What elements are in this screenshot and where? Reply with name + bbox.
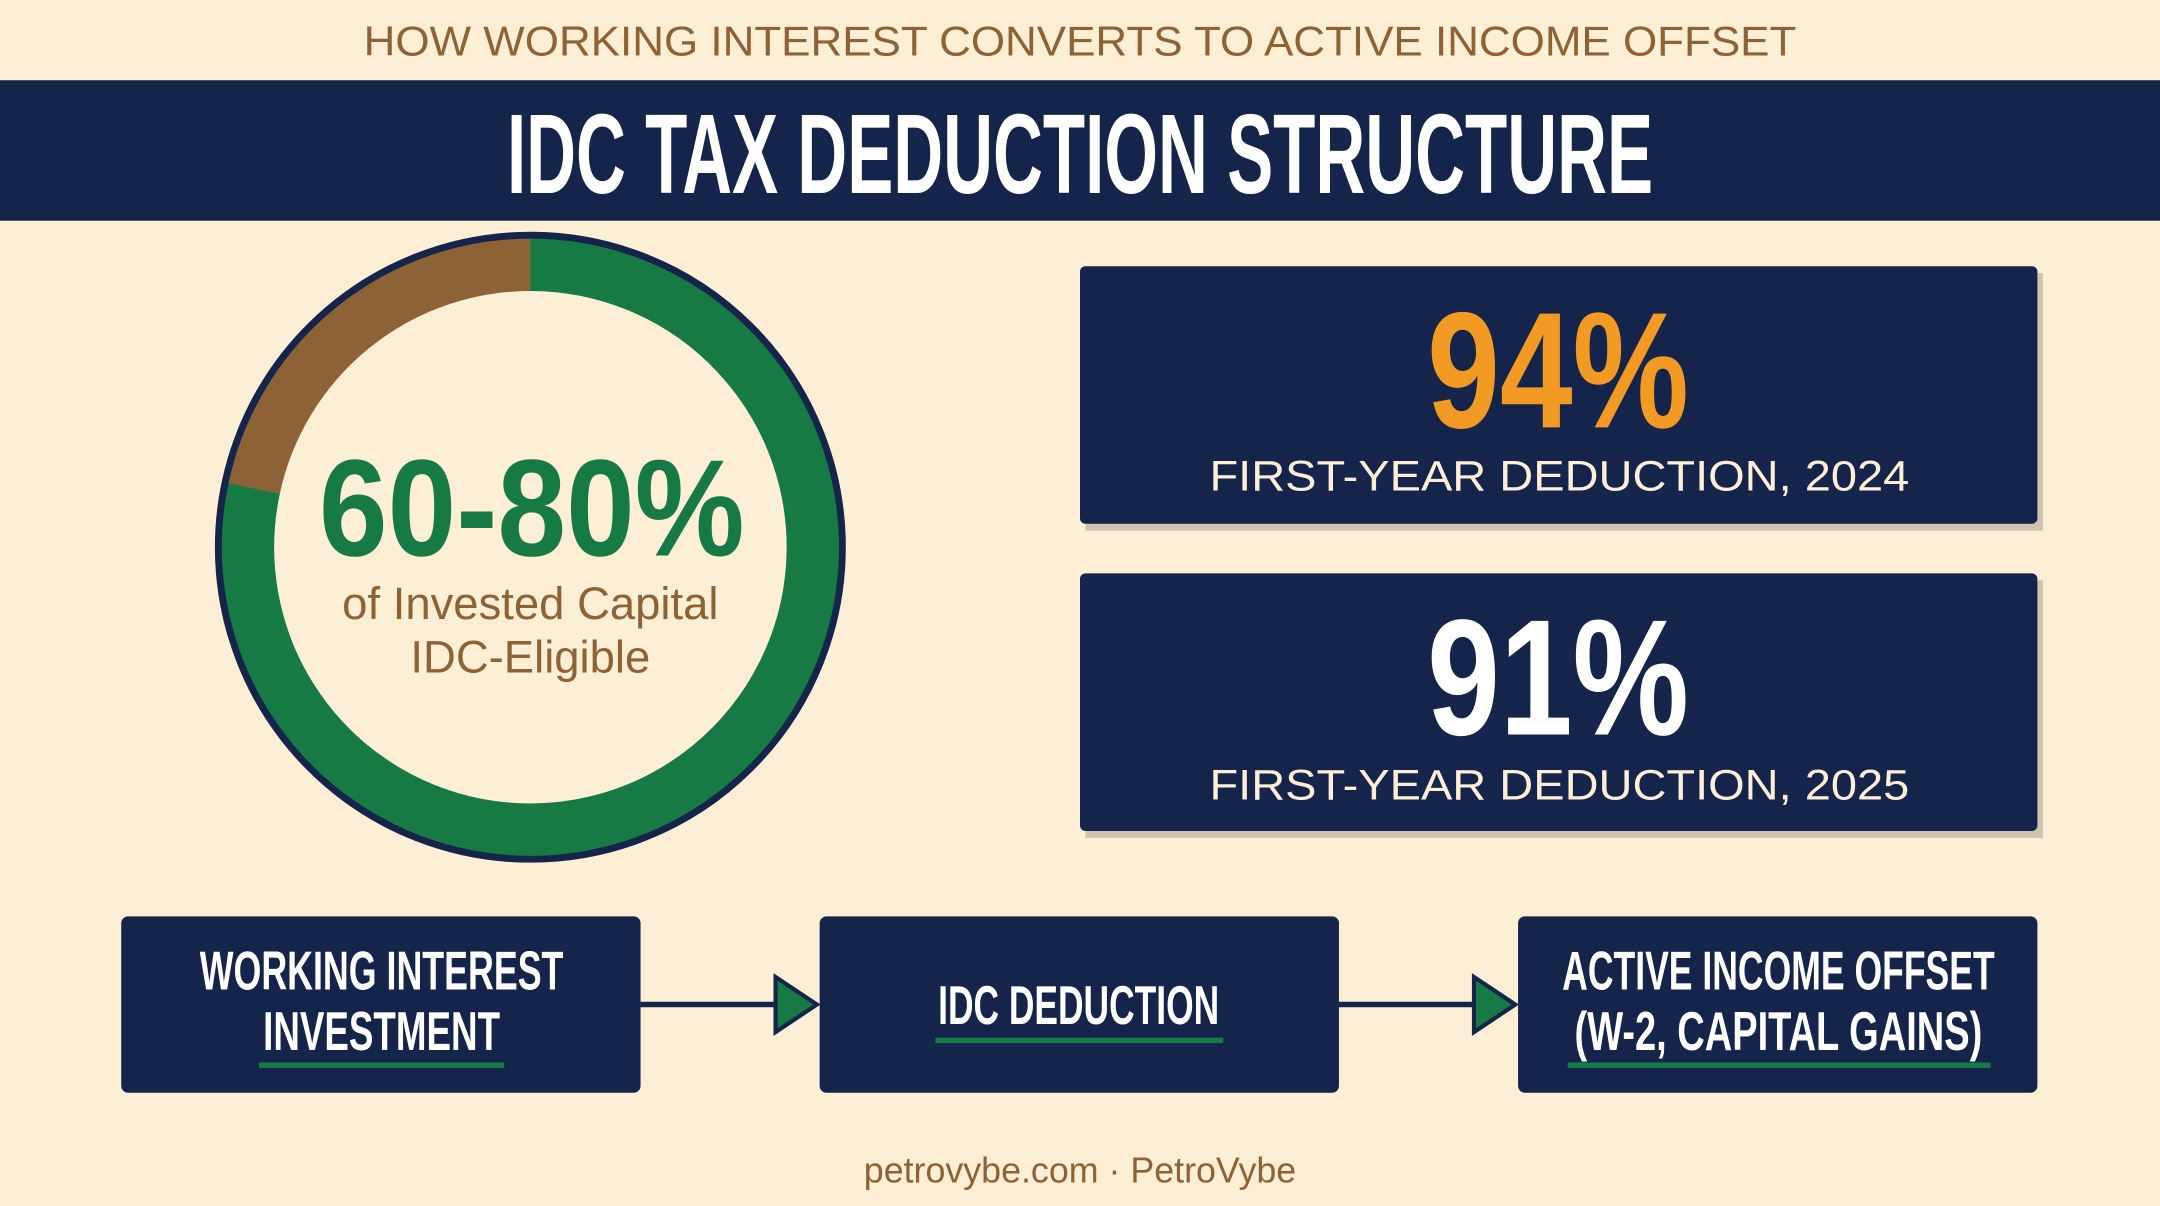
flow-underline bbox=[258, 1062, 505, 1068]
stat-box bbox=[1080, 266, 2038, 524]
stat-value: 91% bbox=[1427, 586, 1689, 771]
flow-arrow-head bbox=[1471, 973, 1520, 1036]
flow-text: WORKING INTEREST bbox=[200, 939, 564, 1001]
ring-caption: of Invested Capital bbox=[342, 578, 718, 629]
ring-arc-green bbox=[221, 238, 839, 856]
ring-caption: IDC-Eligible bbox=[410, 632, 650, 683]
ring-value: 60-80% bbox=[319, 431, 745, 585]
ring-arc-brown bbox=[228, 238, 531, 495]
flow-text: (W-2, CAPITAL GAINS) bbox=[1575, 1000, 1983, 1062]
stat-label: FIRST-YEAR DEDUCTION, 2025 bbox=[1209, 761, 1909, 809]
subtitle: HOW WORKING INTEREST CONVERTS TO ACTIVE … bbox=[364, 18, 1797, 64]
flow-arrow-head bbox=[773, 973, 821, 1036]
flow-box bbox=[1518, 916, 2038, 1093]
title: IDC TAX DEDUCTION STRUCTURE bbox=[507, 91, 1653, 217]
stat-label: FIRST-YEAR DEDUCTION, 2024 bbox=[1209, 453, 1909, 501]
ring-border bbox=[214, 231, 846, 863]
flow-text: INVESTMENT bbox=[263, 1000, 500, 1062]
title-banner bbox=[0, 80, 2160, 221]
flow-underline bbox=[935, 1037, 1224, 1044]
flow-text: IDC DEDUCTION bbox=[938, 974, 1219, 1036]
stat-value: 94% bbox=[1427, 278, 1689, 463]
flow-box bbox=[121, 916, 641, 1093]
flow-underline bbox=[1567, 1062, 1991, 1068]
footer: petrovybe.com · PetroVybe bbox=[864, 1150, 1296, 1190]
flow-text: ACTIVE INCOME OFFSET bbox=[1562, 939, 1995, 1001]
stat-box bbox=[1080, 573, 2038, 831]
flow-box bbox=[819, 916, 1339, 1093]
